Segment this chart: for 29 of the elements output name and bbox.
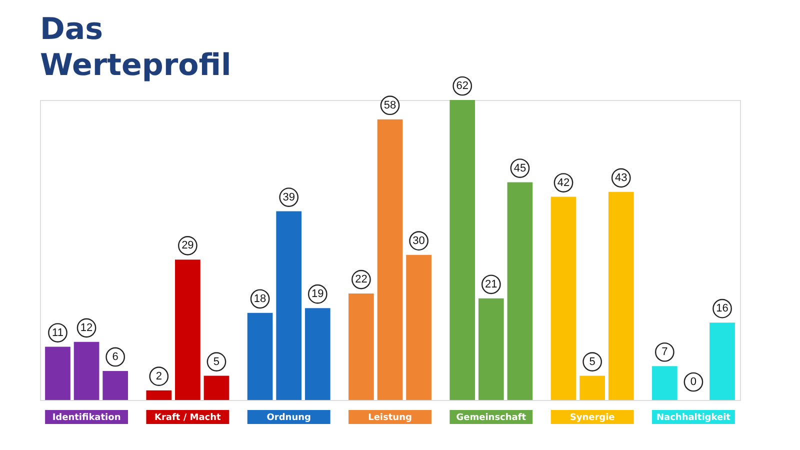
data-label: 62 — [456, 80, 468, 92]
data-label: 58 — [384, 99, 396, 112]
chart-title: Das Werteprofil — [40, 12, 232, 83]
data-label: 43 — [614, 172, 628, 184]
data-label: 6 — [112, 350, 118, 363]
data-label: 7 — [662, 346, 668, 358]
x-tick-label: Gemeinschaft — [456, 413, 527, 423]
data-label: 18 — [254, 292, 266, 305]
x-tick-label: Leistung — [368, 413, 412, 423]
x-tick-label: Identifikation — [52, 413, 121, 423]
data-label: 12 — [80, 322, 93, 334]
data-label: 22 — [355, 274, 368, 286]
data-label: 19 — [312, 288, 324, 300]
data-label: 11 — [52, 326, 64, 339]
data-label: 45 — [514, 162, 526, 174]
data-label: 29 — [182, 240, 194, 252]
data-label: 5 — [589, 356, 596, 368]
data-label: 42 — [557, 176, 570, 189]
data-label: 16 — [716, 302, 728, 315]
data-label: 39 — [282, 191, 295, 204]
data-label: 2 — [156, 370, 162, 382]
x-tick-label: Nachhaltigkeit — [656, 413, 732, 423]
data-label: 30 — [412, 234, 425, 247]
x-tick-label: Ordnung — [266, 413, 311, 423]
x-tick-label: Synergie — [570, 413, 615, 423]
x-tick-label: Kraft / Macht — [154, 413, 222, 423]
data-label: 0 — [690, 376, 697, 388]
data-label: 5 — [213, 356, 220, 368]
data-label: 21 — [485, 278, 498, 290]
